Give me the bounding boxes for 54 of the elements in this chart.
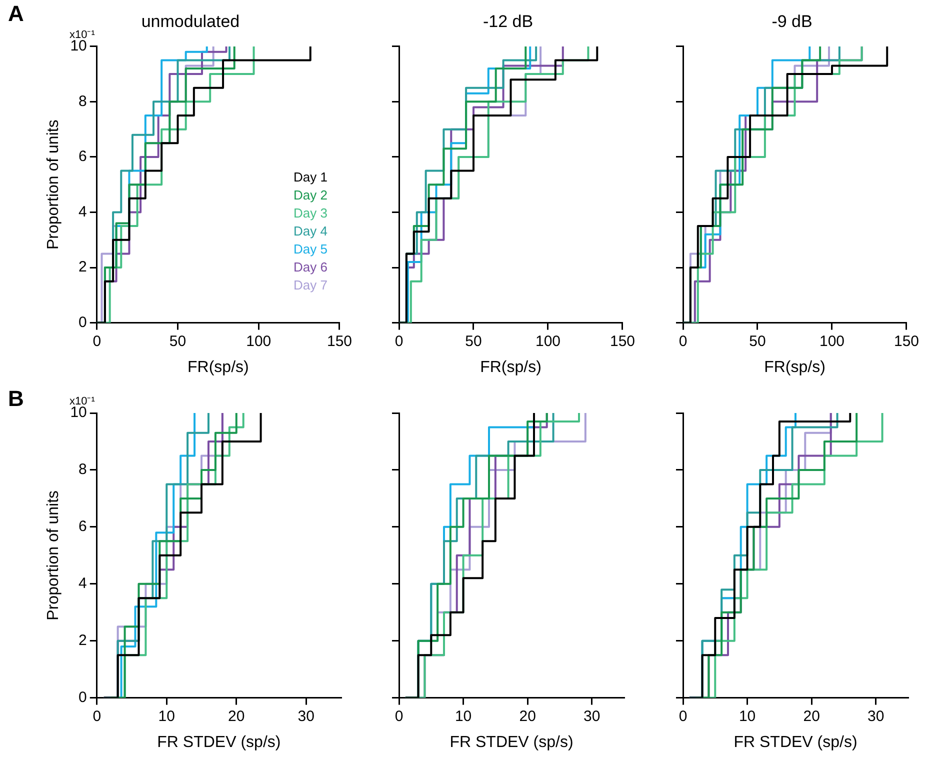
x-tick-label: 20 — [803, 708, 820, 725]
x-tick-label: 10 — [454, 708, 472, 725]
y-axis-title: Proportion of units — [45, 490, 62, 620]
text: Day 7 — [294, 277, 328, 292]
x-tick-label: 20 — [228, 708, 245, 725]
y-tick-label: 0 — [78, 314, 87, 331]
y-tick-label: 2 — [78, 258, 87, 276]
x-tick-label: 20 — [519, 708, 536, 725]
x-tick-label: 150 — [326, 332, 352, 350]
x-tick-label: 100 — [535, 332, 561, 350]
x-axis-title: FR STDEV (sp/s) — [734, 734, 858, 751]
x-tick-label: 0 — [92, 332, 102, 350]
x-tick-label: 10 — [158, 708, 175, 725]
x-tick-label: 0 — [678, 332, 688, 350]
x-tick-label: 0 — [92, 708, 102, 725]
x-tick-label: 0 — [678, 708, 688, 725]
x-tick-label: 50 — [465, 332, 482, 350]
x-tick-label: 30 — [298, 708, 314, 725]
text: Day 1 — [294, 169, 328, 184]
chart-title: -9 dB — [772, 12, 812, 31]
x-axis-title: FR STDEV (sp/s) — [157, 734, 281, 751]
y-tick-label: 8 — [78, 92, 87, 110]
y-tick-label: 4 — [78, 575, 87, 592]
x-tick-label: 0 — [394, 332, 404, 350]
text: Day 6 — [294, 259, 328, 274]
x-tick-label: 50 — [169, 332, 186, 350]
x-axis-title: FR(sp/s) — [480, 358, 542, 376]
chart-title: -12 dB — [482, 12, 534, 31]
y-axis-title: Proportion of units — [45, 120, 62, 250]
x-tick-label: 100 — [246, 332, 272, 350]
text: B — [8, 386, 24, 412]
y-tick-label: 6 — [78, 148, 87, 166]
x-tick-label: 150 — [894, 332, 919, 350]
chart-title: unmodulated — [141, 12, 240, 31]
text: Day 2 — [294, 187, 328, 202]
y-tick-label: 6 — [78, 518, 87, 536]
y-tick-label: 2 — [78, 632, 87, 649]
y-tick-label: 0 — [78, 688, 87, 706]
x-tick-label: 0 — [394, 708, 404, 725]
x-tick-label: 30 — [584, 708, 600, 725]
x-axis-title: FR(sp/s) — [188, 358, 249, 376]
text: A — [8, 1, 24, 26]
x-tick-label: 30 — [868, 708, 884, 725]
x-tick-label: 150 — [610, 332, 635, 350]
text: Day 3 — [294, 205, 328, 220]
x-tick-label: 10 — [738, 708, 756, 725]
y-tick-label: 8 — [78, 461, 87, 478]
text: Day 5 — [294, 241, 328, 256]
x-axis-title: FR STDEV (sp/s) — [450, 734, 574, 751]
x-axis-title: FR(sp/s) — [764, 358, 826, 376]
y-tick-label: 4 — [78, 203, 87, 220]
text: Day 4 — [294, 223, 328, 238]
x-tick-label: 100 — [819, 332, 845, 350]
x-tick-label: 50 — [749, 332, 766, 350]
